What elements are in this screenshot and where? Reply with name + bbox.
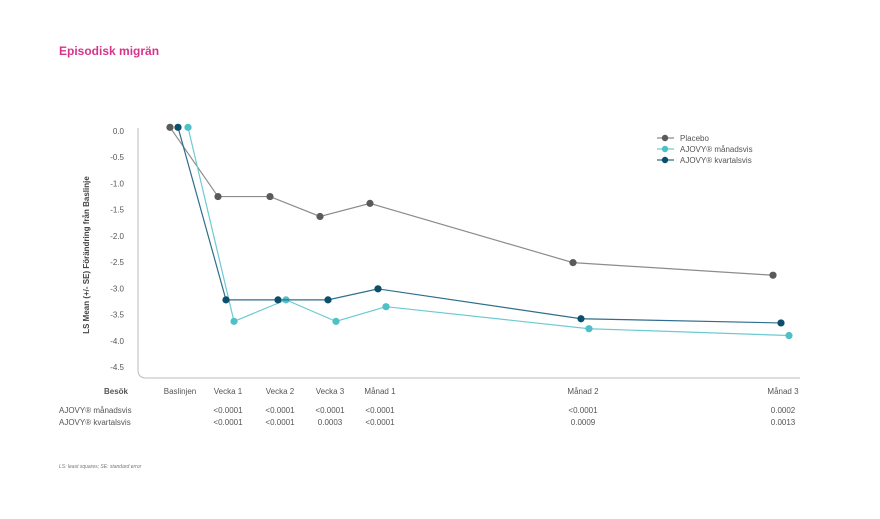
pvalue-cell: 0.0002	[771, 406, 796, 415]
data-point	[374, 285, 382, 293]
y-tick-label: -1.0	[110, 179, 124, 188]
data-point	[569, 259, 577, 267]
x-tick-label: Månad 3	[767, 387, 799, 396]
y-tick-label: -3.5	[110, 311, 124, 320]
data-point	[166, 123, 174, 131]
data-point	[366, 199, 374, 207]
pvalue-cell: <0.0001	[568, 406, 598, 415]
y-tick-label: -2.5	[110, 258, 124, 267]
y-axis-label: LS Mean (+/- SE) Förändring från Baslinj…	[82, 176, 91, 334]
pvalue-cell: <0.0001	[315, 406, 345, 415]
x-tick-label: Baslinjen	[164, 387, 196, 396]
data-point	[214, 192, 222, 201]
data-point	[785, 331, 793, 340]
legend-marker	[661, 145, 669, 153]
pvalue-cell: 0.0003	[318, 418, 343, 427]
legend-marker	[661, 156, 669, 164]
data-point	[316, 212, 324, 221]
x-tick-label: Vecka 3	[316, 387, 345, 396]
y-tick-label: -4.0	[110, 337, 124, 346]
pvalue-cell: <0.0001	[213, 406, 243, 415]
data-point	[184, 123, 192, 131]
data-point	[585, 325, 593, 333]
x-tick-label: Månad 2	[567, 387, 599, 396]
data-point	[332, 317, 340, 325]
data-point	[174, 123, 182, 131]
y-tick-label: -2.0	[110, 232, 124, 241]
y-tick-label: -3.0	[110, 284, 124, 293]
legend-label: AJOVY® månadsvis	[680, 145, 753, 154]
y-tick-label: -1.5	[110, 206, 124, 215]
legend-label: Placebo	[680, 134, 709, 143]
pvalue-cell: 0.0013	[771, 418, 796, 427]
x-axis-title: Besök	[104, 387, 129, 396]
pvalue-cell: <0.0001	[365, 406, 395, 415]
x-tick-label: Vecka 1	[214, 387, 243, 396]
pvalue-cell: 0.0009	[571, 418, 596, 427]
x-axis-line	[137, 369, 800, 379]
data-point	[230, 317, 238, 325]
data-point	[777, 319, 785, 327]
data-point	[222, 296, 230, 304]
data-point	[577, 315, 585, 323]
footnote: LS: least squares; SE: standard error	[59, 464, 142, 470]
pvalue-row-label: AJOVY® månadsvis	[59, 406, 132, 415]
chart-title: Episodisk migrän	[59, 44, 160, 58]
data-point	[382, 303, 390, 311]
y-tick-label: -4.5	[110, 363, 124, 372]
data-point	[274, 296, 282, 304]
pvalue-cell: <0.0001	[213, 418, 243, 427]
data-point	[769, 271, 777, 279]
pvalue-cell: <0.0001	[265, 418, 295, 427]
pvalue-cell: <0.0001	[265, 406, 295, 415]
y-tick-label: -0.5	[110, 153, 124, 162]
data-point	[266, 192, 274, 201]
x-tick-label: Månad 1	[364, 387, 396, 396]
x-tick-label: Vecka 2	[266, 387, 295, 396]
pvalue-cell: <0.0001	[365, 418, 395, 427]
pvalue-row-label: AJOVY® kvartalsvis	[59, 418, 131, 427]
data-point	[324, 296, 332, 304]
legend-label: AJOVY® kvartalsvis	[680, 156, 752, 165]
legend-marker	[661, 134, 669, 142]
y-tick-label: 0.0	[113, 127, 125, 136]
